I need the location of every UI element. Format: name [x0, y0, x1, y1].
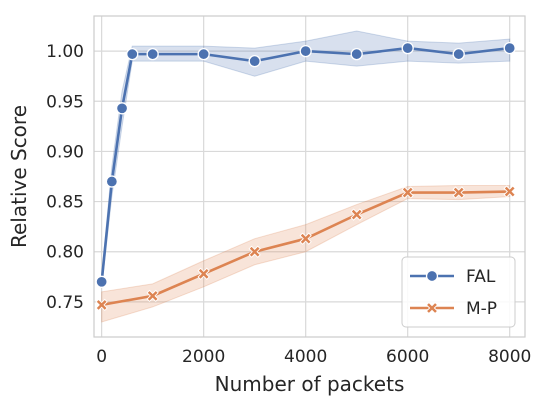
x-tick-label: 0 [96, 347, 107, 367]
plot-frame [93, 15, 526, 338]
point-fal [299, 44, 312, 58]
y-tick-label: 0.90 [46, 142, 84, 162]
point-m-p [299, 232, 312, 245]
point-m-p [503, 185, 516, 198]
x-tick-label: 4000 [284, 347, 327, 367]
x-tick-labels: 0 2000 4000 6000 8000 [96, 347, 531, 367]
point-fal [95, 275, 108, 288]
point-m-p [401, 186, 414, 199]
y-axis-label: Relative Score [7, 105, 31, 248]
point-m-p [95, 298, 108, 312]
y-tick-label: 1.00 [46, 42, 84, 62]
point-fal [197, 47, 210, 61]
y-tick-labels: 0.75 0.80 0.85 0.90 0.95 1.00 [46, 42, 84, 313]
band-m-p [101, 185, 511, 323]
point-fal [350, 47, 363, 61]
x-tick-label: 2000 [182, 347, 225, 367]
point-fal [126, 47, 139, 61]
point-fal [105, 175, 119, 188]
point-m-p [197, 267, 210, 280]
point-fal [503, 41, 516, 55]
point-m-p [248, 245, 261, 258]
point-fal [248, 54, 261, 68]
point-m-p [146, 289, 159, 303]
legend: FAL M-P [401, 256, 516, 328]
point-fal [146, 47, 159, 61]
legend-marker-fal [425, 269, 439, 283]
point-fal [115, 102, 129, 115]
legend-label-fal: FAL [466, 267, 496, 287]
point-fal [452, 47, 465, 61]
y-tick-label: 0.80 [46, 243, 84, 263]
x-tick-label: 8000 [488, 347, 531, 367]
series-markers [95, 41, 516, 312]
point-fal [401, 41, 414, 55]
legend-marker-m-p [425, 301, 439, 315]
x-tick-label: 6000 [386, 347, 429, 367]
point-m-p [350, 208, 363, 221]
legend-label-m-p: M-P [466, 299, 497, 319]
y-tick-label: 0.95 [46, 92, 84, 112]
point-m-p [452, 186, 465, 199]
line-fal [100, 46, 510, 282]
legend-box [401, 256, 516, 328]
x-axis-label: Number of packets [215, 372, 405, 396]
y-tick-label: 0.85 [46, 193, 84, 213]
y-tick-label: 0.75 [46, 293, 84, 313]
